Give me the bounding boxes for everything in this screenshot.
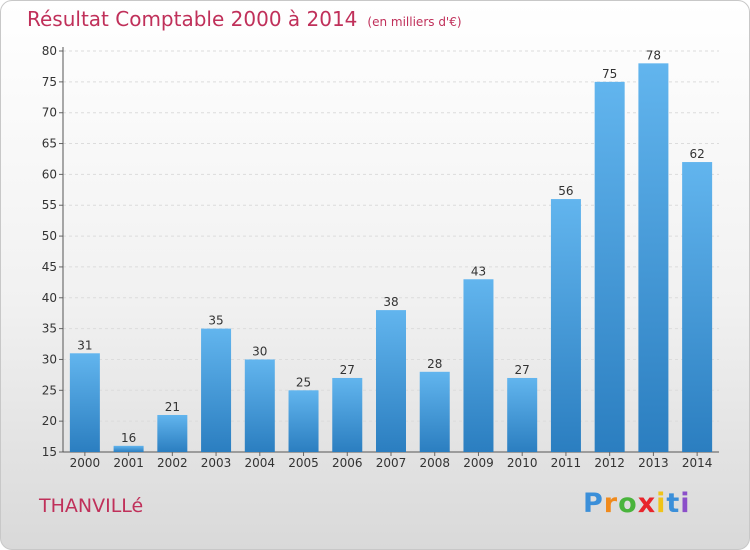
bar-2001[interactable] [113,445,144,452]
x-tick-label: 2004 [245,456,276,470]
y-tick-label: 20 [42,414,57,428]
value-label: 16 [121,431,136,445]
value-label: 30 [252,344,267,358]
logo-letter: x [637,488,657,519]
x-tick-label: 2011 [551,456,582,470]
y-tick-label: 55 [42,198,57,212]
x-tick-label: 2013 [638,456,669,470]
x-tick-label: 2009 [463,456,494,470]
bar-2010[interactable] [507,377,538,452]
x-tick-label: 2014 [682,456,713,470]
y-tick-label: 80 [42,44,57,58]
value-label: 75 [602,67,617,81]
y-tick-label: 40 [42,291,57,305]
x-axis-labels: 2000 2001 2002 2003 2004 2005 2006 2007 2008 2009… [70,456,713,470]
x-tick-label: 2007 [376,456,407,470]
x-tick-label: 2000 [70,456,101,470]
bar-2008[interactable] [419,371,450,452]
value-label: 35 [208,314,223,328]
y-tick-label: 25 [42,383,57,397]
y-axis-labels: 15 20 25 30 35 40 45 50 55 60 65 70 75 80 [42,44,57,459]
value-label: 56 [558,184,573,198]
x-tick-label: 2005 [288,456,319,470]
x-tick-label: 2003 [201,456,232,470]
value-label: 27 [340,363,355,377]
value-label: 25 [296,375,311,389]
bar-2012[interactable] [594,81,625,452]
place-name: THANVILLé [39,495,144,517]
logo-letter: r [603,488,619,519]
bar-2000[interactable] [69,353,100,452]
y-tick-label: 15 [42,445,57,459]
bars [69,63,713,453]
value-label: 78 [646,48,661,62]
y-tick-label: 60 [42,167,57,181]
y-tick-label: 65 [42,137,57,151]
bar-2014[interactable] [682,162,713,453]
bar-2009[interactable] [463,279,494,452]
logo-letter: i [656,488,667,519]
x-tick-label: 2001 [113,456,144,470]
y-tick-label: 30 [42,352,57,366]
y-tick-label: 45 [42,260,57,274]
value-label: 62 [689,147,704,161]
logo-letter: o [618,488,638,519]
x-tick-label: 2002 [157,456,188,470]
value-label: 38 [383,295,398,309]
bar-2003[interactable] [201,328,232,452]
x-tick-label: 2010 [507,456,538,470]
bar-2011[interactable] [550,199,581,452]
logo-letter: P [583,488,604,519]
x-tick-label: 2006 [332,456,363,470]
bar-2004[interactable] [244,359,275,452]
value-labels: 31 16 21 35 30 25 27 38 28 43 27 56 75 78 62 [77,48,705,444]
value-label: 31 [77,338,92,352]
y-tick-label: 35 [42,322,57,336]
bar-2005[interactable] [288,390,319,452]
logo-letter: t [666,488,681,519]
chart-title-block: Résultat Comptable 2000 à 2014 (en millie… [27,7,462,31]
x-tick-label: 2008 [419,456,450,470]
bar-2002[interactable] [157,414,188,452]
chart-subtitle: (en milliers d'€) [367,15,462,29]
x-tick-label: 2012 [594,456,625,470]
value-label: 21 [165,400,180,414]
y-tick-label: 50 [42,229,57,243]
bar-2013[interactable] [638,63,669,452]
chart-title: Résultat Comptable 2000 à 2014 [27,7,358,31]
bar-2006[interactable] [332,377,363,452]
proxiti-logo[interactable]: Proxiti [583,488,691,519]
value-label: 28 [427,357,442,371]
bar-2007[interactable] [376,310,406,452]
value-label: 27 [515,363,530,377]
value-label: 43 [471,264,486,278]
logo-letter: i [680,488,691,519]
y-tick-label: 70 [42,106,57,120]
y-tick-label: 75 [42,75,57,89]
